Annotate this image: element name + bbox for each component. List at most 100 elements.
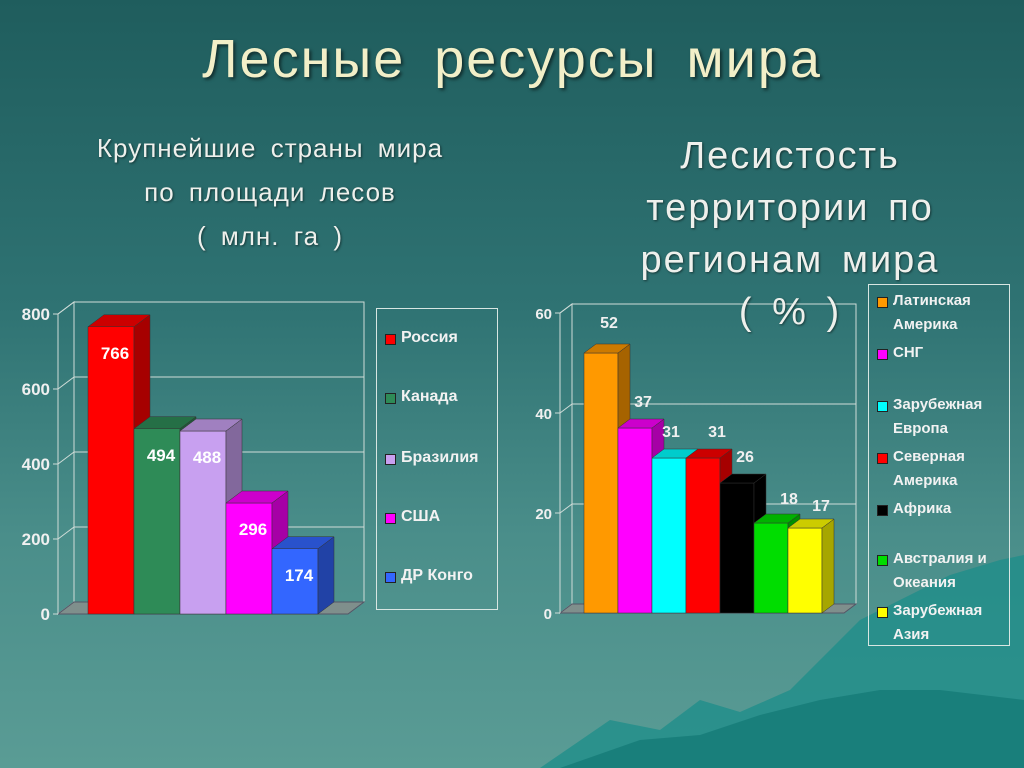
right-heading-line-1: Лесистость — [680, 135, 900, 177]
bar-front — [787, 527, 823, 614]
legend-label: Канада — [401, 388, 458, 405]
legend-item: Австралия и Океания — [877, 547, 1009, 595]
legend-item: Северная Америка — [877, 445, 1009, 493]
bar-front — [617, 427, 653, 614]
legend-swatch — [877, 401, 888, 412]
bar-front — [271, 548, 319, 615]
right-chart-heading: Лесистость территории по регионам мира (… — [590, 130, 990, 338]
left-heading-line-2: по площади лесов — [144, 177, 396, 207]
legend-item: Латинская Америка — [877, 289, 1009, 337]
legend-item: Бразилия — [385, 449, 479, 467]
left-chart-heading: Крупнейшие страны мира по площади лесов … — [30, 126, 510, 258]
legend-swatch — [877, 555, 888, 566]
bar-top — [271, 536, 335, 549]
data-label: 18 — [780, 491, 798, 508]
bar-front — [651, 457, 687, 614]
legend-item: Зарубежная Европа — [877, 393, 1009, 441]
legend-item: Россия — [385, 329, 458, 347]
y-tick-label: 0 — [544, 606, 552, 623]
gridline — [57, 526, 75, 540]
bar-front — [753, 522, 789, 614]
right-heading-line-3: регионам мира — [640, 239, 940, 281]
legend-label: СНГ — [893, 344, 924, 361]
bar-top — [753, 513, 801, 524]
y-tick-label: 600 — [22, 380, 50, 399]
legend-item: ДР Конго — [385, 567, 473, 585]
slide-title: Лесные ресурсы мира — [202, 29, 822, 89]
side-wall — [559, 303, 573, 614]
legend-swatch — [877, 297, 888, 308]
bar-top — [787, 518, 835, 529]
bar-front — [87, 326, 135, 615]
bar — [271, 536, 335, 615]
data-label: 37 — [634, 394, 652, 411]
forest-cover-legend: Латинская Америка СНГ Зарубежная Европа Сев… — [868, 284, 1010, 646]
bar-side — [821, 518, 835, 614]
y-tick-label: 0 — [41, 605, 50, 624]
legend-swatch — [385, 393, 396, 404]
data-label: 26 — [736, 449, 754, 466]
data-label: 488 — [193, 448, 221, 467]
legend-swatch — [877, 505, 888, 516]
bar-front — [225, 502, 273, 615]
data-label: 17 — [812, 498, 830, 515]
legend-swatch — [877, 607, 888, 618]
legend-label: Латинская Америка — [893, 292, 971, 333]
bar-front — [685, 457, 721, 614]
bar-top — [133, 416, 197, 429]
legend-item: Зарубежная Азия — [877, 599, 1009, 647]
legend-label: Африка — [893, 500, 952, 517]
bar-top — [685, 448, 733, 459]
y-tick-label: 20 — [535, 506, 552, 523]
legend-label: Австралия и Океания — [893, 550, 987, 591]
gridline — [559, 503, 573, 514]
data-label: 174 — [285, 566, 314, 585]
left-heading-line-1: Крупнейшие страны мира — [96, 133, 444, 163]
bar-top — [583, 343, 631, 354]
legend-label: Россия — [401, 329, 458, 346]
legend-label: Зарубежная Европа — [893, 396, 983, 437]
legend-swatch — [385, 454, 396, 465]
legend-swatch — [877, 349, 888, 360]
bar-top — [87, 314, 151, 327]
gridline — [57, 301, 75, 315]
y-tick-label: 800 — [22, 305, 50, 324]
y-tick-label: 60 — [535, 306, 552, 323]
bar-top — [225, 490, 289, 504]
y-tick-label: 200 — [22, 530, 50, 549]
legend-item: СНГ — [877, 341, 923, 365]
legend-item: Канада — [385, 388, 457, 406]
forest-area-legend: Россия Канада Бразилия США ДР Конго — [376, 308, 498, 610]
data-label: 296 — [239, 520, 267, 539]
data-label: 52 — [600, 315, 618, 332]
gridline — [57, 376, 75, 390]
bar-front — [719, 482, 755, 614]
bar-top — [179, 418, 243, 432]
gridline — [559, 403, 573, 414]
legend-swatch — [877, 453, 888, 464]
bar-front — [133, 428, 181, 615]
bar-front — [583, 352, 619, 614]
data-label: 31 — [662, 424, 680, 441]
legend-label: Бразилия — [401, 449, 479, 466]
legend-label: США — [401, 508, 441, 525]
data-label: 31 — [708, 424, 726, 441]
legend-swatch — [385, 513, 396, 524]
legend-label: Зарубежная Азия — [893, 602, 983, 643]
y-tick-label: 400 — [22, 455, 50, 474]
legend-item: США — [385, 508, 440, 526]
left-heading-line-3: ( млн. га ) — [197, 221, 343, 251]
legend-label: Северная Америка — [893, 448, 965, 489]
bar-front — [179, 430, 227, 615]
data-label: 766 — [101, 344, 129, 363]
bar-top — [617, 418, 665, 429]
y-tick-label: 40 — [535, 406, 552, 423]
bar-top — [719, 473, 767, 484]
right-heading-line-2: территории по — [646, 187, 934, 229]
legend-label: ДР Конго — [401, 567, 473, 584]
bar — [787, 518, 835, 614]
